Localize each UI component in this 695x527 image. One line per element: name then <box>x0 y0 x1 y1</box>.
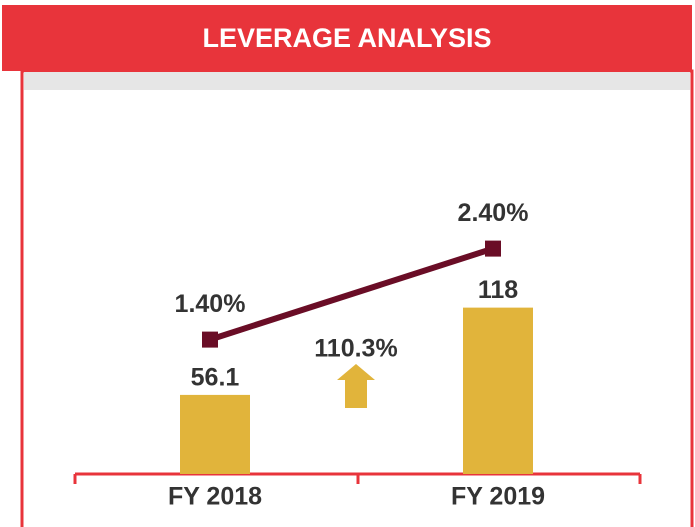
chart-title: LEVERAGE ANALYSIS <box>202 23 491 53</box>
bar-value-label: 118 <box>478 276 518 304</box>
frame <box>20 69 694 527</box>
header-band <box>2 5 692 71</box>
x-tick-label: FY 2018 <box>168 483 262 511</box>
growth-annotation: 110.3% <box>314 335 397 363</box>
line-marker <box>485 240 501 257</box>
line-value-label: 1.40% <box>175 290 246 318</box>
x-tick-label: FY 2019 <box>451 483 545 511</box>
up-arrow <box>337 364 375 408</box>
bar-value-label: 56.1 <box>191 364 240 392</box>
line-marker <box>202 331 218 348</box>
header-shadow <box>24 72 690 90</box>
bar <box>463 307 533 474</box>
line <box>209 245 494 343</box>
line-value-label: 2.40% <box>458 199 529 227</box>
bar <box>180 394 250 474</box>
